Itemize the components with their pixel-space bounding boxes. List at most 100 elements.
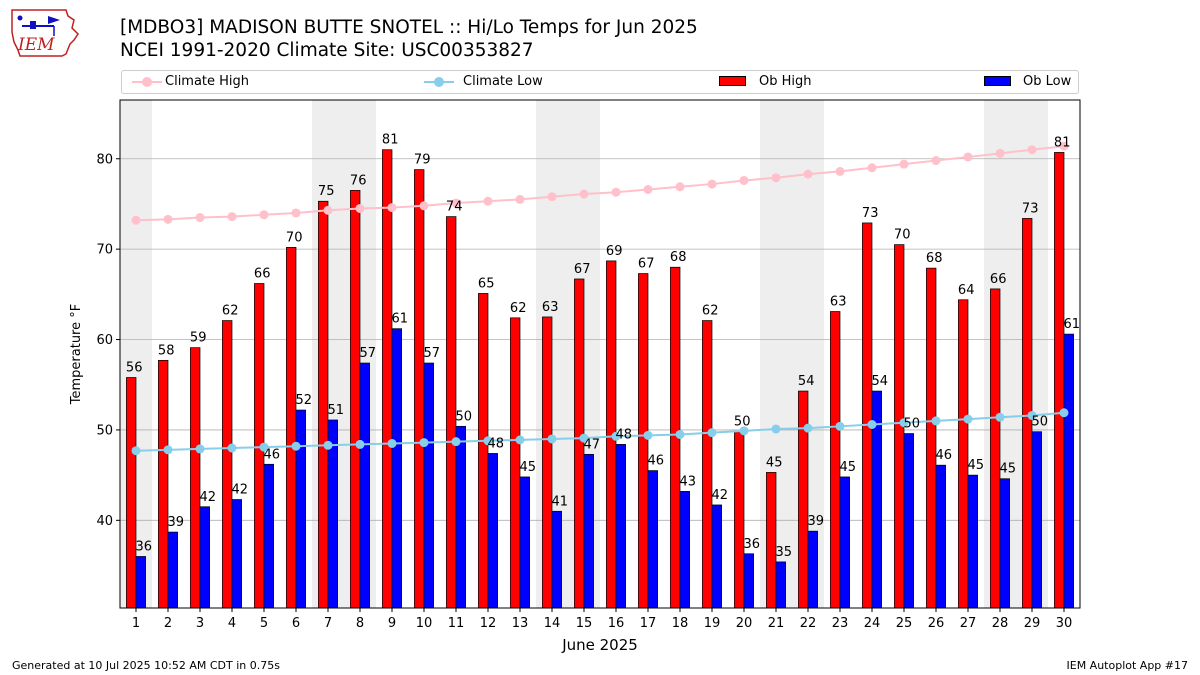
bar-ob-high <box>862 222 873 609</box>
y-tick-label: 70 <box>96 243 113 258</box>
bar-ob-low <box>1031 431 1042 609</box>
chart-legend: Climate High Climate Low Ob High Ob Low <box>121 70 1079 94</box>
x-tick-label: 21 <box>768 616 785 631</box>
climate-high-point <box>899 159 909 169</box>
climate-high-point <box>483 196 493 206</box>
climate-high-point <box>579 189 589 199</box>
label-ob-high: 62 <box>510 301 527 316</box>
climate-low-point <box>131 446 141 456</box>
legend-swatch-ob-low <box>984 76 1011 86</box>
climate-high-point <box>835 166 845 176</box>
label-ob-high: 67 <box>574 262 591 277</box>
label-ob-high: 56 <box>126 361 143 376</box>
label-ob-high: 73 <box>1022 201 1039 216</box>
x-tick-label: 14 <box>544 616 561 631</box>
label-ob-low: 46 <box>648 454 665 469</box>
label-ob-low: 41 <box>552 494 569 509</box>
climate-low-point <box>483 436 493 446</box>
x-tick-label: 16 <box>608 616 625 631</box>
label-ob-high: 66 <box>990 272 1007 287</box>
climate-low-point <box>1027 410 1037 420</box>
label-ob-high: 67 <box>638 257 655 272</box>
label-ob-low: 45 <box>840 460 857 475</box>
y-tick-label: 80 <box>96 152 113 167</box>
bar-ob-high <box>766 472 777 609</box>
x-tick-label: 1 <box>132 616 140 631</box>
bar-ob-low <box>1063 333 1074 609</box>
chart-subtitle: NCEI 1991-2020 Climate Site: USC00353827 <box>120 40 534 61</box>
climate-high-point <box>131 215 141 225</box>
bar-ob-high <box>798 390 809 609</box>
label-ob-low: 45 <box>1000 462 1017 477</box>
chart-title: [MDBO3] MADISON BUTTE SNOTEL :: Hi/Lo Te… <box>120 17 698 38</box>
iem-logo: IEM <box>11 9 79 57</box>
x-tick-label: 5 <box>260 616 268 631</box>
climate-low-point <box>803 423 813 433</box>
bar-ob-low <box>487 453 498 609</box>
bar-ob-high <box>414 169 425 609</box>
bar-ob-low <box>935 464 946 609</box>
climate-low-point <box>931 416 941 426</box>
climate-high-point <box>323 205 333 215</box>
climate-high-point <box>963 152 973 162</box>
climate-high-point <box>867 163 877 173</box>
bar-ob-low <box>967 474 978 609</box>
climate-high-point <box>291 208 301 218</box>
legend-label-climate-high: Climate High <box>165 74 250 89</box>
bar-ob-high <box>958 299 969 609</box>
climate-low-point <box>451 437 461 447</box>
climate-high-point <box>387 203 397 213</box>
label-ob-low: 42 <box>200 490 217 505</box>
climate-high-point <box>707 179 717 189</box>
label-ob-low: 36 <box>136 539 153 554</box>
bar-ob-high <box>990 288 1001 609</box>
x-tick-label: 4 <box>228 616 236 631</box>
x-tick-label: 22 <box>800 616 817 631</box>
climate-high-line <box>135 145 1065 222</box>
climate-high-point <box>451 198 461 208</box>
label-ob-high: 81 <box>382 133 399 148</box>
bar-ob-high <box>542 316 553 609</box>
x-tick-label: 24 <box>864 616 881 631</box>
x-tick-label: 15 <box>576 616 593 631</box>
climate-high-point <box>995 148 1005 158</box>
climate-high-point <box>515 194 525 204</box>
label-ob-high: 45 <box>766 455 783 470</box>
label-ob-high: 70 <box>286 230 303 245</box>
bar-ob-high <box>350 190 361 609</box>
bar-ob-high <box>126 377 137 609</box>
legend-label-climate-low: Climate Low <box>463 74 543 89</box>
label-ob-high: 62 <box>222 304 239 319</box>
bar-ob-low <box>615 444 626 609</box>
label-ob-high: 63 <box>542 300 559 315</box>
climate-high-point <box>675 182 685 192</box>
label-ob-low: 48 <box>488 436 505 451</box>
x-tick-label: 25 <box>896 616 913 631</box>
x-tick-label: 7 <box>324 616 332 631</box>
climate-high-point <box>227 212 237 222</box>
label-ob-low: 47 <box>584 437 601 452</box>
bar-ob-low <box>167 531 178 609</box>
bar-ob-low <box>295 409 306 609</box>
label-ob-low: 50 <box>904 417 921 432</box>
climate-high-point <box>739 175 749 185</box>
bar-ob-low <box>679 491 690 609</box>
climate-high-point <box>419 201 429 211</box>
label-ob-high: 58 <box>158 343 175 358</box>
label-ob-high: 69 <box>606 244 623 259</box>
app-credit: IEM Autoplot App #17 <box>1066 659 1189 672</box>
climate-low-point <box>419 438 429 448</box>
x-tick-label: 29 <box>1024 616 1041 631</box>
x-tick-label: 6 <box>292 616 300 631</box>
label-ob-high: 74 <box>446 200 463 215</box>
x-tick-label: 8 <box>356 616 364 631</box>
bar-ob-low <box>647 470 658 609</box>
label-ob-high: 81 <box>1054 135 1071 150</box>
plot-frame <box>119 99 1081 609</box>
x-tick-label: 11 <box>448 616 465 631</box>
x-tick-label: 2 <box>164 616 172 631</box>
climate-high-point <box>547 192 557 202</box>
y-tick-label: 60 <box>96 333 113 348</box>
climate-low-point <box>771 424 781 434</box>
climate-low-point <box>227 443 237 453</box>
